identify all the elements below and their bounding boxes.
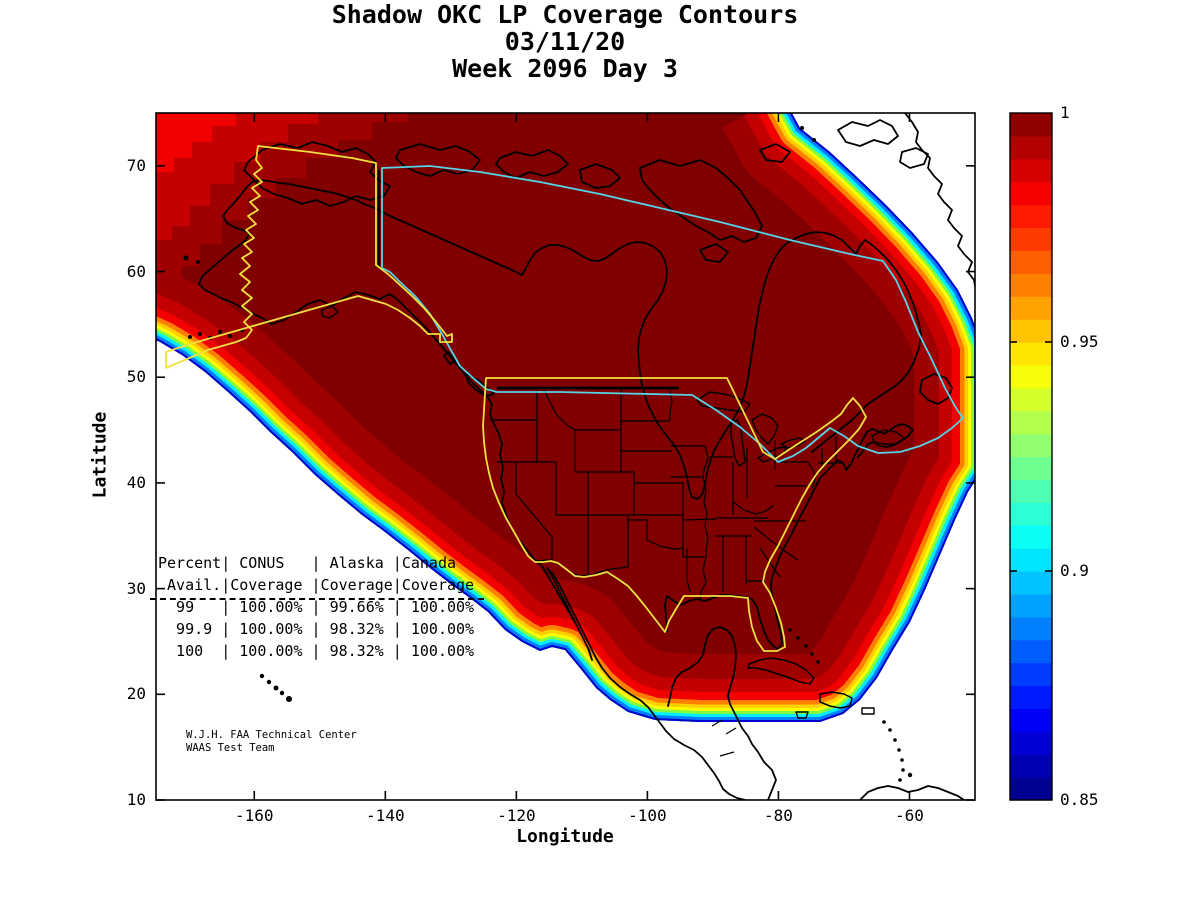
- x-axis-label: Longitude: [516, 826, 614, 847]
- colorbar-step: [1010, 113, 1052, 137]
- coastline-stlawrence-arctic: [198, 179, 922, 500]
- x-tick-label: -140: [366, 806, 405, 825]
- title-line-1: Shadow OKC LP Coverage Contours: [331, 0, 799, 29]
- coverage-table: Percent| CONUS | Alaska |Canada Avail.|C…: [158, 554, 475, 660]
- colorbar-step: [1010, 227, 1052, 251]
- colorbar-step: [1010, 708, 1052, 732]
- colorbar-tick-label: 0.9: [1060, 561, 1089, 580]
- island-queencharlotte: [443, 351, 457, 365]
- canada-boundary: [381, 165, 964, 463]
- colorbar-step: [1010, 158, 1052, 183]
- colorbar-step: [1010, 433, 1052, 458]
- chart-title: Shadow OKC LP Coverage Contours 03/11/20…: [165, 1, 965, 82]
- island-arctic-3: [759, 143, 791, 163]
- lake-michigan: [730, 419, 746, 467]
- colorbar-step: [1010, 754, 1052, 778]
- colorbar-step: [1010, 181, 1052, 206]
- island-cuba: [747, 657, 815, 685]
- island-banks-victoria: [243, 141, 391, 207]
- colorbar-step: [1010, 593, 1052, 618]
- island-kodiak: [321, 305, 339, 319]
- lake-superior: [696, 391, 751, 413]
- island-southampton: [699, 243, 729, 263]
- colorbar-step: [1010, 525, 1052, 549]
- y-tick-label: 70: [126, 155, 146, 175]
- coastline-southamerica: [859, 785, 965, 800]
- colorbar-tick-label: 0.95: [1060, 332, 1099, 351]
- island-vancouver: [465, 373, 495, 397]
- colorbar-step: [1010, 662, 1052, 687]
- state-borders: [490, 387, 842, 600]
- colorbar-step: [1010, 387, 1052, 412]
- title-line-2: 03/11/20: [504, 27, 626, 56]
- island-baffin: [639, 159, 763, 243]
- coastline-west: [261, 291, 746, 800]
- colorbar: [1010, 113, 1052, 801]
- x-tick-label: -80: [763, 806, 793, 825]
- colorbar-step: [1010, 342, 1052, 366]
- island-jamaica: [795, 711, 809, 719]
- colorbar-step: [1010, 616, 1052, 641]
- colorbar-step: [1010, 777, 1052, 801]
- lake-ontario: [780, 437, 806, 449]
- island-arctic-1: [495, 149, 569, 179]
- colorbar-step: [1010, 479, 1052, 503]
- y-tick-label: 20: [126, 684, 146, 704]
- colorbar-step: [1010, 135, 1052, 160]
- contour-step-patches: [156, 113, 408, 300]
- title-line-3: Week 2096 Day 3: [452, 54, 678, 83]
- y-tick-label: 60: [126, 261, 146, 281]
- colorbar-step: [1010, 685, 1052, 709]
- colorbar-tick-label: 0.85: [1060, 790, 1099, 809]
- colorbar-step: [1010, 548, 1052, 572]
- island-arctic-2: [579, 163, 621, 189]
- colorbar-step: [1010, 273, 1052, 297]
- island-puertorico: [861, 707, 875, 715]
- hawaii-island: [259, 673, 265, 679]
- contour-fringe: [156, 113, 975, 722]
- plot-border: [155, 112, 976, 801]
- island-devon: [899, 147, 929, 169]
- attribution-text: W.J.H. FAA Technical Center WAAS Test Te…: [186, 729, 357, 754]
- y-tick-label: 30: [126, 578, 146, 598]
- island-hispaniola: [819, 691, 853, 709]
- colorbar-step: [1010, 364, 1052, 389]
- colorbar-step: [1010, 250, 1052, 274]
- colorbar-step: [1010, 296, 1052, 320]
- coastline-greenland: [904, 113, 975, 287]
- colorbar-step: [1010, 502, 1052, 526]
- conus-boundary: [482, 377, 867, 652]
- colorbar-step: [1010, 410, 1052, 435]
- island-newfoundland: [919, 373, 953, 405]
- axis-ticks: [156, 113, 1052, 801]
- y-tick-label: 10: [126, 790, 146, 809]
- alaska-boundary: [165, 145, 453, 369]
- coastline-yucatan-caribbean: [667, 626, 777, 800]
- lake-erie: [757, 446, 787, 463]
- island-ellesmere: [837, 119, 899, 147]
- colorbar-step: [1010, 204, 1052, 229]
- colorbar-step: [1010, 319, 1052, 343]
- x-tick-label: -60: [895, 806, 924, 825]
- y-tick-label: 40: [126, 472, 146, 492]
- y-tick-label: 50: [126, 367, 146, 387]
- border-central-america: [711, 719, 737, 757]
- colorbar-border: [1009, 112, 1053, 801]
- x-tick-label: -120: [497, 806, 536, 825]
- lake-huron: [751, 413, 779, 445]
- coastline-gulf-atlantic: [664, 423, 914, 650]
- x-tick-label: -100: [628, 806, 667, 825]
- island-novascotia: [871, 429, 905, 445]
- colorbar-step: [1010, 571, 1052, 595]
- coastlines: [198, 113, 975, 800]
- colorbar-tick-label: 1: [1060, 103, 1070, 122]
- colorbar-step: [1010, 731, 1052, 755]
- coverage-table-divider: [150, 598, 484, 600]
- colorbar-step: [1010, 639, 1052, 664]
- x-tick-label: -160: [235, 806, 274, 825]
- colorbar-step: [1010, 456, 1052, 480]
